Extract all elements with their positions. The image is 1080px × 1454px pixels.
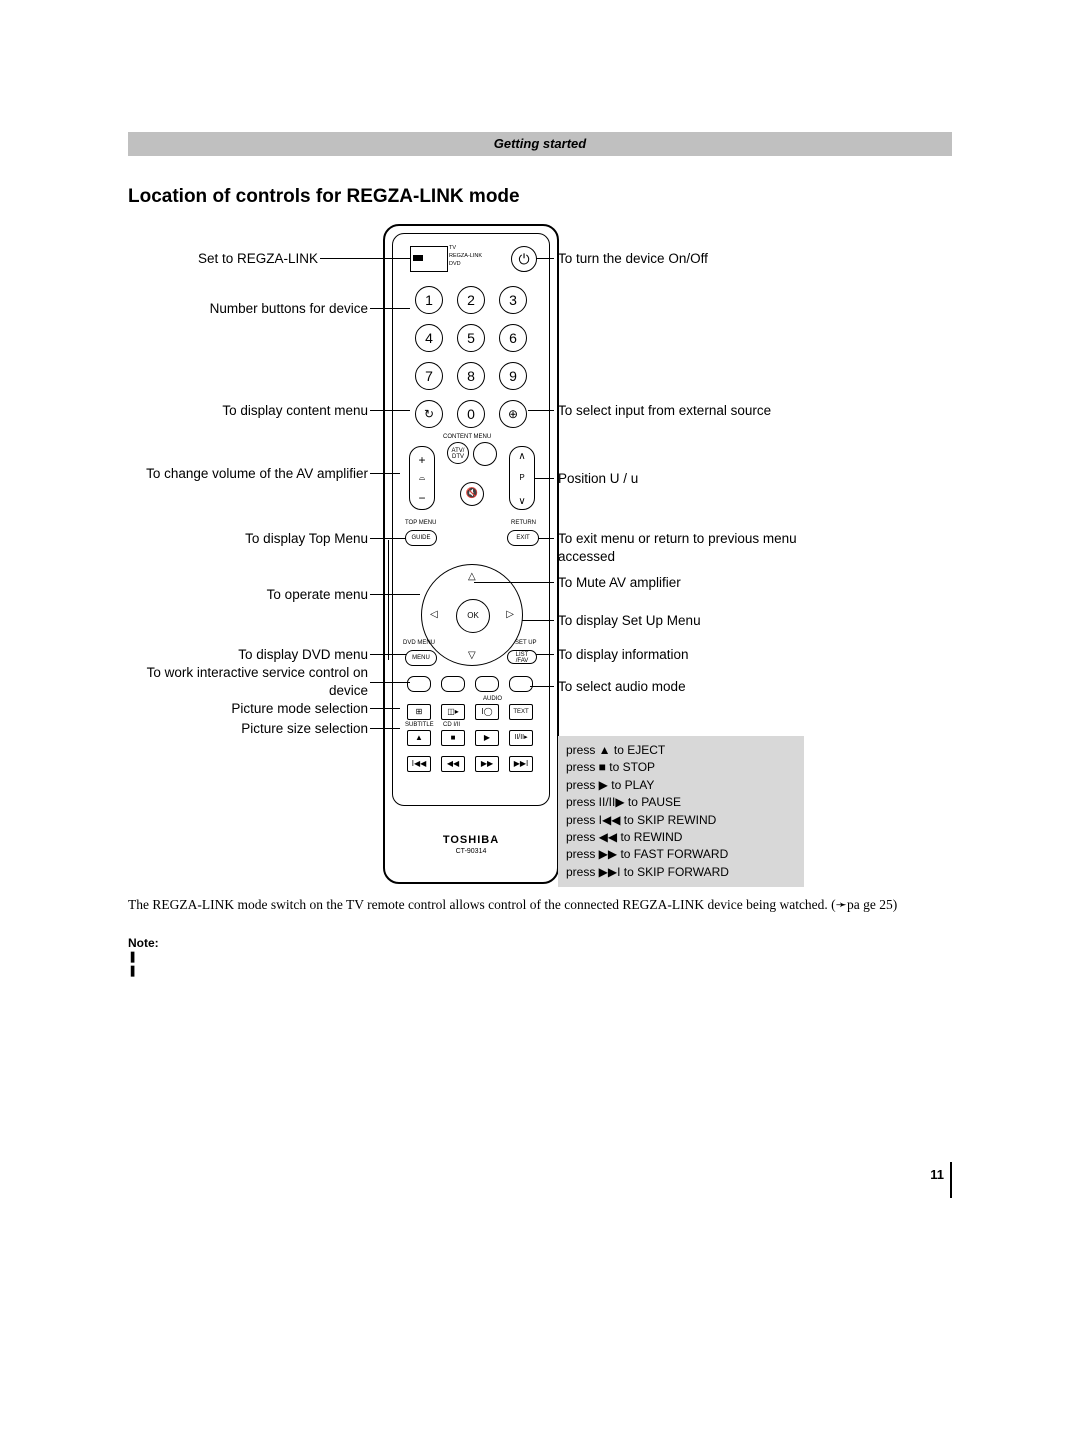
pause-button: II/II▸: [509, 730, 533, 746]
callout-exit: To exit menu or return to previous menu …: [558, 530, 848, 566]
callout-top-menu: To display Top Menu: [128, 530, 368, 548]
callout-set-regza: Set to REGZA-LINK: [128, 250, 318, 268]
return-label: RETURN: [511, 520, 536, 526]
dvd-menu-label: DVD MENU: [403, 640, 435, 646]
input-button: ⊕: [499, 400, 527, 428]
callout-content-menu: To display content menu: [128, 402, 368, 420]
ff-button: ▶▶: [475, 756, 499, 772]
rewind-button: ◀◀: [441, 756, 465, 772]
page: Getting started Location of controls for…: [0, 0, 1080, 1454]
num-8: 8: [457, 362, 485, 390]
text-button: TEXT: [509, 704, 533, 720]
ok-button: OK: [456, 599, 490, 633]
press-stop: press ■ to STOP: [566, 759, 796, 776]
callout-operate-menu: To operate menu: [128, 586, 368, 604]
callout-position: Position U / u: [558, 470, 818, 488]
brand-label: TOSHIBA: [383, 834, 559, 846]
callout-picture-size: Picture size selection: [128, 720, 368, 738]
press-box: press ▲ to EJECT press ■ to STOP press ▶…: [558, 736, 804, 887]
skip-ff-button: ▶▶I: [509, 756, 533, 772]
remote-control: TV REGZA-LINK DVD ⏻ 1 2 3 4 5 6 7 8 9 0 …: [383, 224, 559, 884]
note-mark1: ❚: [128, 950, 137, 963]
picsize-button: ◫▸: [441, 704, 465, 720]
press-eject: press ▲ to EJECT: [566, 742, 796, 759]
press-skip-ff: press ▶▶I to SKIP FORWARD: [566, 864, 796, 881]
callout-number-buttons: Number buttons for device: [128, 300, 368, 318]
volume-pill: + ⌓ −: [409, 446, 435, 510]
num-0: 0: [457, 400, 485, 428]
atv-dtv-button: ATV/ DTV: [447, 442, 469, 464]
num-3: 3: [499, 286, 527, 314]
power-button: ⏻: [511, 246, 537, 272]
dpad: OK △ ▽ ◁ ▷: [421, 564, 523, 666]
arrow-right-icon: ▷: [506, 609, 514, 620]
subtitle-label: SUBTITLE: [405, 722, 434, 728]
callout-picture-mode: Picture mode selection: [128, 700, 368, 718]
list-fav-button: LIST /FAV: [507, 650, 537, 664]
audio-label: AUDIO: [483, 696, 502, 702]
callout-interactive: To work interactive service control on d…: [128, 664, 368, 700]
body-text: The REGZA-LINK mode switch on the TV rem…: [128, 896, 952, 914]
num-1: 1: [415, 286, 443, 314]
audio-button: I◯: [475, 704, 499, 720]
header-section-title: Getting started: [128, 132, 952, 156]
switch-knob: [413, 255, 423, 261]
note-label: Note:: [128, 936, 159, 950]
page-rule: [950, 1162, 952, 1198]
picmode-button: ⊞: [407, 704, 431, 720]
num-5: 5: [457, 324, 485, 352]
setup-label: SET UP: [515, 640, 537, 646]
arrow-up-icon: △: [468, 571, 476, 582]
press-rew: press ◀◀ to REWIND: [566, 829, 796, 846]
callout-setup: To display Set Up Menu: [558, 612, 818, 630]
cd12-label: CD I/II: [443, 722, 460, 728]
page-number: 11: [930, 1167, 944, 1182]
play-button: ▶: [475, 730, 499, 746]
num-6: 6: [499, 324, 527, 352]
mode-switch: [410, 246, 448, 272]
switch-label-dvd: DVD: [449, 262, 461, 268]
eject-button: ▲: [407, 730, 431, 746]
guide-button: GUIDE: [405, 530, 437, 546]
info-i-button: [473, 442, 497, 466]
callout-audio-mode: To select audio mode: [558, 678, 818, 696]
color-yellow: [475, 676, 499, 692]
callout-input-source: To select input from external source: [558, 402, 838, 420]
switch-label-tv: TV: [449, 246, 456, 252]
num-4: 4: [415, 324, 443, 352]
num-7: 7: [415, 362, 443, 390]
position-pill: ∧ P ∨: [509, 446, 535, 510]
stop-button: ■: [441, 730, 465, 746]
switch-label-regza: REGZA-LINK: [449, 254, 482, 260]
arrow-down-icon: ▽: [468, 650, 476, 661]
callout-mute: To Mute AV amplifier: [558, 574, 818, 592]
skip-rew-button: I◀◀: [407, 756, 431, 772]
num-9: 9: [499, 362, 527, 390]
arrow-left-icon: ◁: [430, 609, 438, 620]
section-title: Location of controls for REGZA-LINK mode: [128, 186, 520, 208]
mute-button: 🔇: [460, 482, 484, 506]
color-green: [441, 676, 465, 692]
callout-dvd-menu: To display DVD menu: [128, 646, 368, 664]
press-skip-rew: press I◀◀ to SKIP REWIND: [566, 812, 796, 829]
color-blue: [509, 676, 533, 692]
top-menu-label: TOP MENU: [405, 520, 436, 526]
model-label: CT-90314: [383, 848, 559, 855]
content-menu-label: CONTENT MENU: [443, 434, 491, 440]
color-red: [407, 676, 431, 692]
swap-button: ↻: [415, 400, 443, 428]
press-play: press ▶ to PLAY: [566, 777, 796, 794]
callout-power: To turn the device On/Off: [558, 250, 818, 268]
num-2: 2: [457, 286, 485, 314]
press-ff: press ▶▶ to FAST FORWARD: [566, 846, 796, 863]
exit-button: EXIT: [507, 530, 539, 546]
callout-info: To display information: [558, 646, 818, 664]
press-pause: press II/II▶ to PAUSE: [566, 794, 796, 811]
callout-volume: To change volume of the AV amplifier: [128, 465, 368, 483]
menu-button: MENU: [405, 650, 437, 666]
note-mark2: ❚: [128, 964, 137, 977]
